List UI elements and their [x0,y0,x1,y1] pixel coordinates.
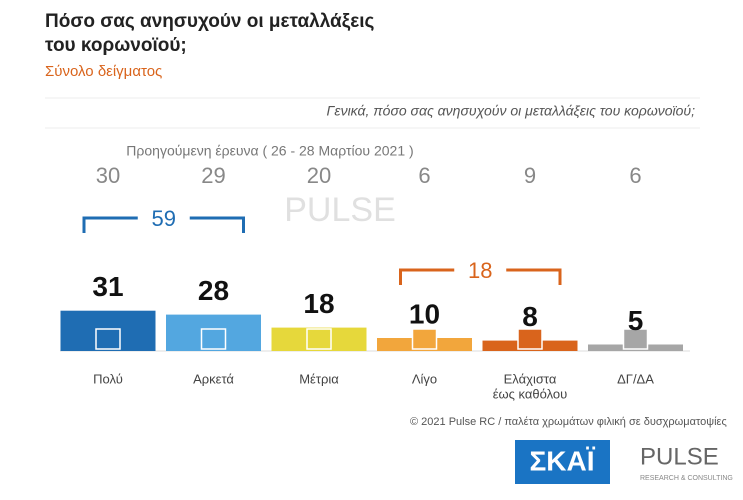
previous-value: 30 [96,163,120,188]
value-label: 18 [303,288,334,319]
group-bracket [82,216,138,233]
bar-icon [517,328,543,350]
chart-title: του κορωνοϊού; [45,35,187,56]
bar-icon [411,328,438,350]
question: Γενικά, πόσο σας ανησυχούν οι μεταλλάξει… [326,103,695,119]
previous-value: 6 [629,163,641,188]
category-label: Αρκετά [193,371,234,386]
chart-subtitle: Σύνολο δείγματος [45,63,162,80]
category-label: έως καθόλου [493,386,568,401]
previous-value: 6 [418,163,430,188]
previous-label: Προηγούμενη έρευνα ( 26 - 28 Μαρτίου 202… [126,143,413,159]
group-bracket [506,268,562,285]
value-label: 31 [92,271,123,302]
logo-pulse-sub: RESEARCH & CONSULTING [640,475,733,482]
group-bracket [189,216,245,233]
previous-value: 20 [307,163,331,188]
group-label: 59 [152,206,176,231]
category-label: Λίγο [412,371,437,386]
category-label: Μέτρια [299,371,339,386]
bar-icon [306,328,332,350]
logo-skai [515,440,610,484]
value-label: 5 [628,305,644,336]
group-label: 18 [468,258,492,283]
category-label: ΔΓ/ΔΑ [617,371,654,386]
chart-title: Πόσο σας ανησυχούν οι μεταλλάξεις [45,11,374,32]
watermark: PULSE [284,191,396,229]
category-label: Ελάχιστα [504,371,557,386]
footer: © 2021 Pulse RC / παλέτα χρωμάτων φιλική… [410,416,727,428]
logo-skai-text: ΣΚΑΪ [529,445,595,476]
group-bracket [399,268,455,285]
bar-icon [95,328,121,350]
previous-value: 9 [524,163,536,188]
logo-pulse: PULSE [640,443,719,470]
bar-icon [200,328,227,350]
bar-icon [622,328,649,350]
category-label: Πολύ [93,371,123,386]
previous-value: 29 [201,163,225,188]
value-label: 10 [409,298,440,329]
value-label: 8 [522,301,538,332]
value-label: 28 [198,275,229,306]
